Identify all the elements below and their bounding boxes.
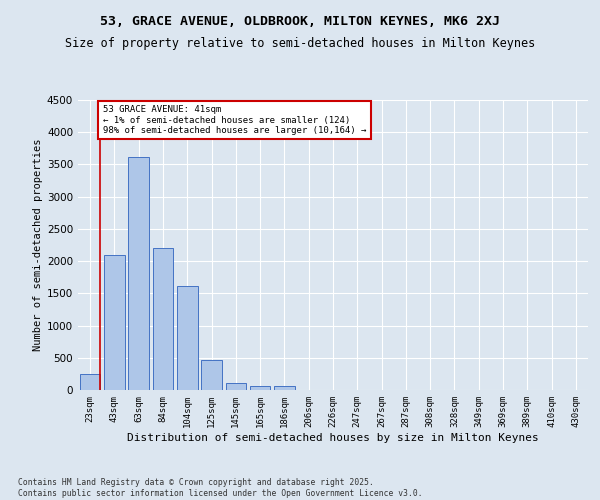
Text: Contains HM Land Registry data © Crown copyright and database right 2025.
Contai: Contains HM Land Registry data © Crown c… bbox=[18, 478, 422, 498]
Text: 53 GRACE AVENUE: 41sqm
← 1% of semi-detached houses are smaller (124)
98% of sem: 53 GRACE AVENUE: 41sqm ← 1% of semi-deta… bbox=[103, 105, 366, 135]
Bar bbox=[177, 286, 197, 390]
Bar bbox=[152, 248, 173, 390]
Bar bbox=[128, 156, 149, 390]
Bar bbox=[274, 386, 295, 390]
Text: 53, GRACE AVENUE, OLDBROOK, MILTON KEYNES, MK6 2XJ: 53, GRACE AVENUE, OLDBROOK, MILTON KEYNE… bbox=[100, 15, 500, 28]
Text: Size of property relative to semi-detached houses in Milton Keynes: Size of property relative to semi-detach… bbox=[65, 38, 535, 51]
X-axis label: Distribution of semi-detached houses by size in Milton Keynes: Distribution of semi-detached houses by … bbox=[127, 432, 539, 442]
Bar bbox=[201, 360, 222, 390]
Y-axis label: Number of semi-detached properties: Number of semi-detached properties bbox=[33, 138, 43, 352]
Bar bbox=[80, 374, 100, 390]
Bar bbox=[250, 386, 271, 390]
Bar bbox=[104, 254, 125, 390]
Bar bbox=[226, 383, 246, 390]
